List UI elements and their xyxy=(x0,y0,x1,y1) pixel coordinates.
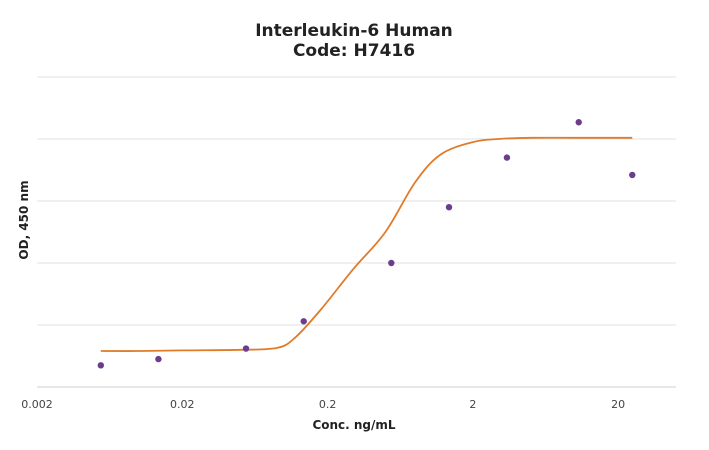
fit-curve-layer xyxy=(100,136,633,352)
gridlines xyxy=(37,76,676,388)
x-tick-label: 20 xyxy=(611,398,625,411)
chart-subtitle: Code: H7416 xyxy=(293,41,415,61)
data-point xyxy=(503,154,511,161)
x-tick-label: 0.2 xyxy=(319,398,337,411)
chart-title: Interleukin-6 Human xyxy=(255,21,453,41)
data-point xyxy=(300,318,307,325)
data-point xyxy=(629,171,636,179)
data-points xyxy=(97,119,636,369)
x-tick-label: 0.002 xyxy=(21,398,53,411)
x-tick-label: 2 xyxy=(469,398,476,411)
data-point xyxy=(445,204,453,211)
data-point xyxy=(388,259,395,267)
data-point xyxy=(575,119,582,126)
x-tick-label: 0.02 xyxy=(170,398,195,411)
data-point xyxy=(242,345,250,352)
y-axis-title: OD, 450 nm xyxy=(17,180,31,259)
x-tick-labels: 0.002 0.02 0.2 2 20 xyxy=(21,398,625,411)
data-point xyxy=(97,362,105,369)
x-axis-title: Conc. ng/mL xyxy=(312,418,395,432)
fit-curve xyxy=(100,136,633,352)
data-point xyxy=(155,355,162,363)
